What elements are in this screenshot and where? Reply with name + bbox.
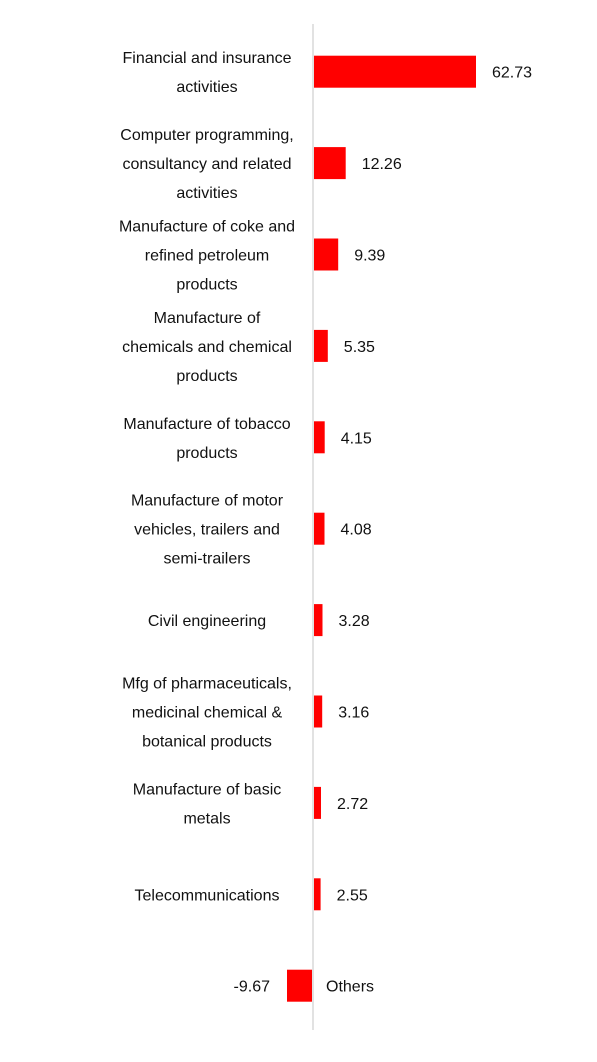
category-label-2-line-2: products bbox=[176, 277, 237, 294]
bars-group bbox=[287, 55, 476, 1002]
category-label-4-line-0: Manufacture of tobacco bbox=[123, 416, 290, 433]
value-label-10: -9.67 bbox=[234, 979, 271, 996]
category-label-0-line-1: activities bbox=[176, 79, 237, 96]
bar-1 bbox=[314, 147, 346, 180]
category-label-0: Financial and insurance activities bbox=[123, 50, 292, 96]
value-label-6: 3.28 bbox=[339, 613, 370, 630]
category-label-1: Computer programming, consultancy and rel… bbox=[120, 127, 293, 202]
value-label-4: 4.15 bbox=[341, 430, 372, 447]
category-label-0-line-0: Financial and insurance bbox=[123, 50, 292, 67]
category-label-3-line-2: products bbox=[176, 368, 237, 385]
value-label-8: 2.72 bbox=[337, 796, 368, 813]
value-label-2: 9.39 bbox=[354, 248, 385, 265]
bar-7 bbox=[314, 695, 323, 728]
bar-8 bbox=[314, 786, 321, 819]
category-label-3-line-0: Manufacture of bbox=[154, 310, 261, 327]
bar-3 bbox=[314, 329, 328, 362]
category-label-1-line-1: consultancy and related bbox=[123, 156, 292, 173]
category-label-1-line-0: Computer programming, bbox=[120, 127, 293, 144]
category-label-7: Mfg of pharmaceuticals, medicinal chemica… bbox=[122, 676, 292, 751]
category-label-1-line-2: activities bbox=[176, 185, 237, 202]
category-label-8-line-1: metals bbox=[183, 810, 230, 827]
category-label-7-line-1: medicinal chemical & bbox=[132, 705, 283, 722]
value-label-3: 5.35 bbox=[344, 339, 375, 356]
category-label-5: Manufacture of motor vehicles, trailers a… bbox=[131, 493, 284, 568]
value-label-9: 2.55 bbox=[337, 887, 368, 904]
category-label-4: Manufacture of tobacco products bbox=[123, 416, 290, 462]
category-label-8-line-0: Manufacture of basic bbox=[133, 781, 282, 798]
category-label-5-line-2: semi-trailers bbox=[163, 551, 250, 568]
category-label-5-line-0: Manufacture of motor bbox=[131, 493, 284, 510]
bar-5 bbox=[314, 512, 325, 545]
category-label-4-line-1: products bbox=[176, 445, 237, 462]
category-label-2-line-0: Manufacture of coke and bbox=[119, 219, 295, 236]
bar-0 bbox=[314, 55, 476, 88]
bar-6 bbox=[314, 604, 323, 637]
bar-10 bbox=[287, 969, 312, 1002]
category-label-9: Telecommunications bbox=[135, 887, 280, 904]
category-label-3-line-1: chemicals and chemical bbox=[122, 339, 292, 356]
category-label-2: Manufacture of coke and refined petroleum… bbox=[119, 219, 295, 294]
category-label-10-line-0: Others bbox=[326, 979, 374, 996]
category-label-5-line-1: vehicles, trailers and bbox=[134, 522, 280, 539]
value-label-0: 62.73 bbox=[492, 65, 532, 82]
bar-2 bbox=[314, 238, 339, 271]
category-label-9-line-0: Telecommunications bbox=[135, 887, 280, 904]
value-label-7: 3.16 bbox=[338, 705, 369, 722]
category-label-7-line-2: botanical products bbox=[142, 734, 272, 751]
labels-group: 62.73 Financial and insurance activities 12… bbox=[119, 50, 532, 996]
category-label-8: Manufacture of basic metals bbox=[133, 781, 282, 827]
value-label-5: 4.08 bbox=[341, 522, 372, 539]
category-label-6: Civil engineering bbox=[148, 613, 266, 630]
bar-9 bbox=[314, 878, 321, 911]
bar-4 bbox=[314, 421, 325, 454]
category-label-7-line-0: Mfg of pharmaceuticals, bbox=[122, 676, 292, 693]
value-label-1: 12.26 bbox=[362, 156, 402, 173]
category-label-3: Manufacture of chemicals and chemical prod… bbox=[122, 310, 292, 385]
category-label-2-line-1: refined petroleum bbox=[145, 248, 270, 265]
category-label-6-line-0: Civil engineering bbox=[148, 613, 266, 630]
category-label-10: Others bbox=[326, 979, 374, 996]
